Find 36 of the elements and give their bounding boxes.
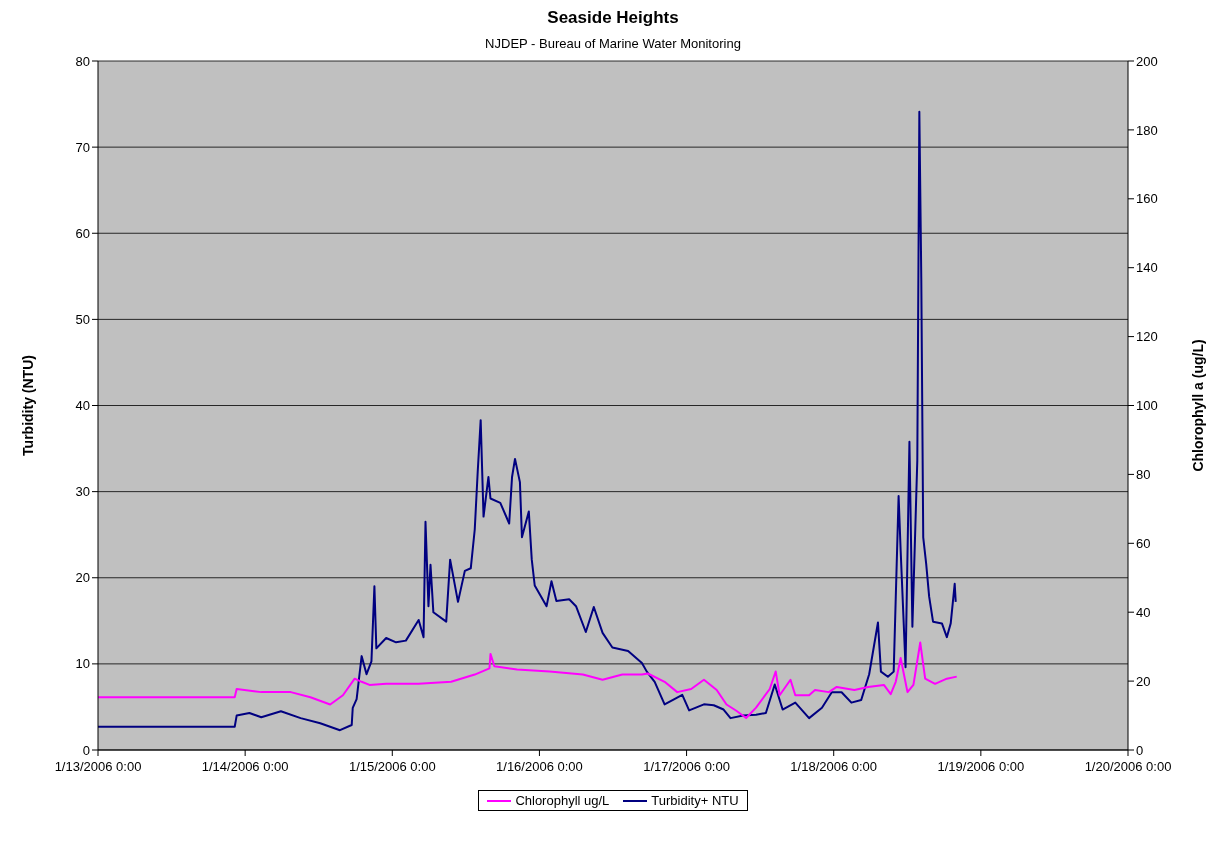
y-tick-label: 30 [75, 484, 90, 500]
x-tick-label: 1/20/2006 0:00 [1084, 759, 1172, 775]
y-tick-label: 50 [75, 311, 90, 327]
y2-tick-label: 200 [1136, 53, 1158, 69]
x-tick-label: 1/16/2006 0:00 [496, 759, 583, 775]
y-tick-label: 60 [75, 225, 90, 241]
legend-label: Turbidity+ NTU [650, 793, 739, 808]
y-tick-label: 0 [82, 742, 90, 758]
line-series [98, 641, 958, 719]
y-tick-label: 80 [75, 53, 90, 69]
x-tick-label: 1/19/2006 0:00 [937, 759, 1025, 775]
y2-tick-label: 100 [1136, 398, 1158, 414]
y-tick-label: 20 [75, 570, 90, 586]
y2-tick-label: 140 [1136, 260, 1158, 276]
x-tick-label: 1/13/2006 0:00 [54, 759, 142, 775]
line-series [98, 110, 957, 732]
y2-tick-label: 40 [1136, 604, 1151, 620]
x-tick-label: 1/14/2006 0:00 [201, 759, 289, 775]
y-tick-label: 70 [75, 139, 90, 155]
chart-subtitle: NJDEP - Bureau of Marine Water Monitoring [485, 36, 741, 51]
y-tick-label: 40 [75, 398, 90, 414]
y2-tick-label: 60 [1136, 535, 1151, 551]
y2-tick-label: 120 [1136, 329, 1158, 345]
y2-tick-label: 0 [1136, 742, 1144, 758]
x-tick-label: 1/17/2006 0:00 [643, 759, 730, 775]
y2-tick-label: 80 [1136, 467, 1151, 483]
y-tick-label: 10 [75, 656, 90, 672]
x-tick-label: 1/18/2006 0:00 [790, 759, 878, 775]
legend-label: Chlorophyll ug/L [514, 793, 610, 808]
y2-axis-title: Chlorophyll a (ug/L) [1189, 339, 1206, 472]
y2-tick-label: 20 [1136, 673, 1151, 689]
chart-title: Seaside Heights [547, 8, 679, 27]
y-axis-title: Turbidity (NTU) [19, 355, 36, 456]
y2-tick-label: 180 [1136, 122, 1158, 138]
y2-tick-label: 160 [1136, 191, 1158, 207]
x-tick-label: 1/15/2006 0:00 [348, 759, 436, 775]
